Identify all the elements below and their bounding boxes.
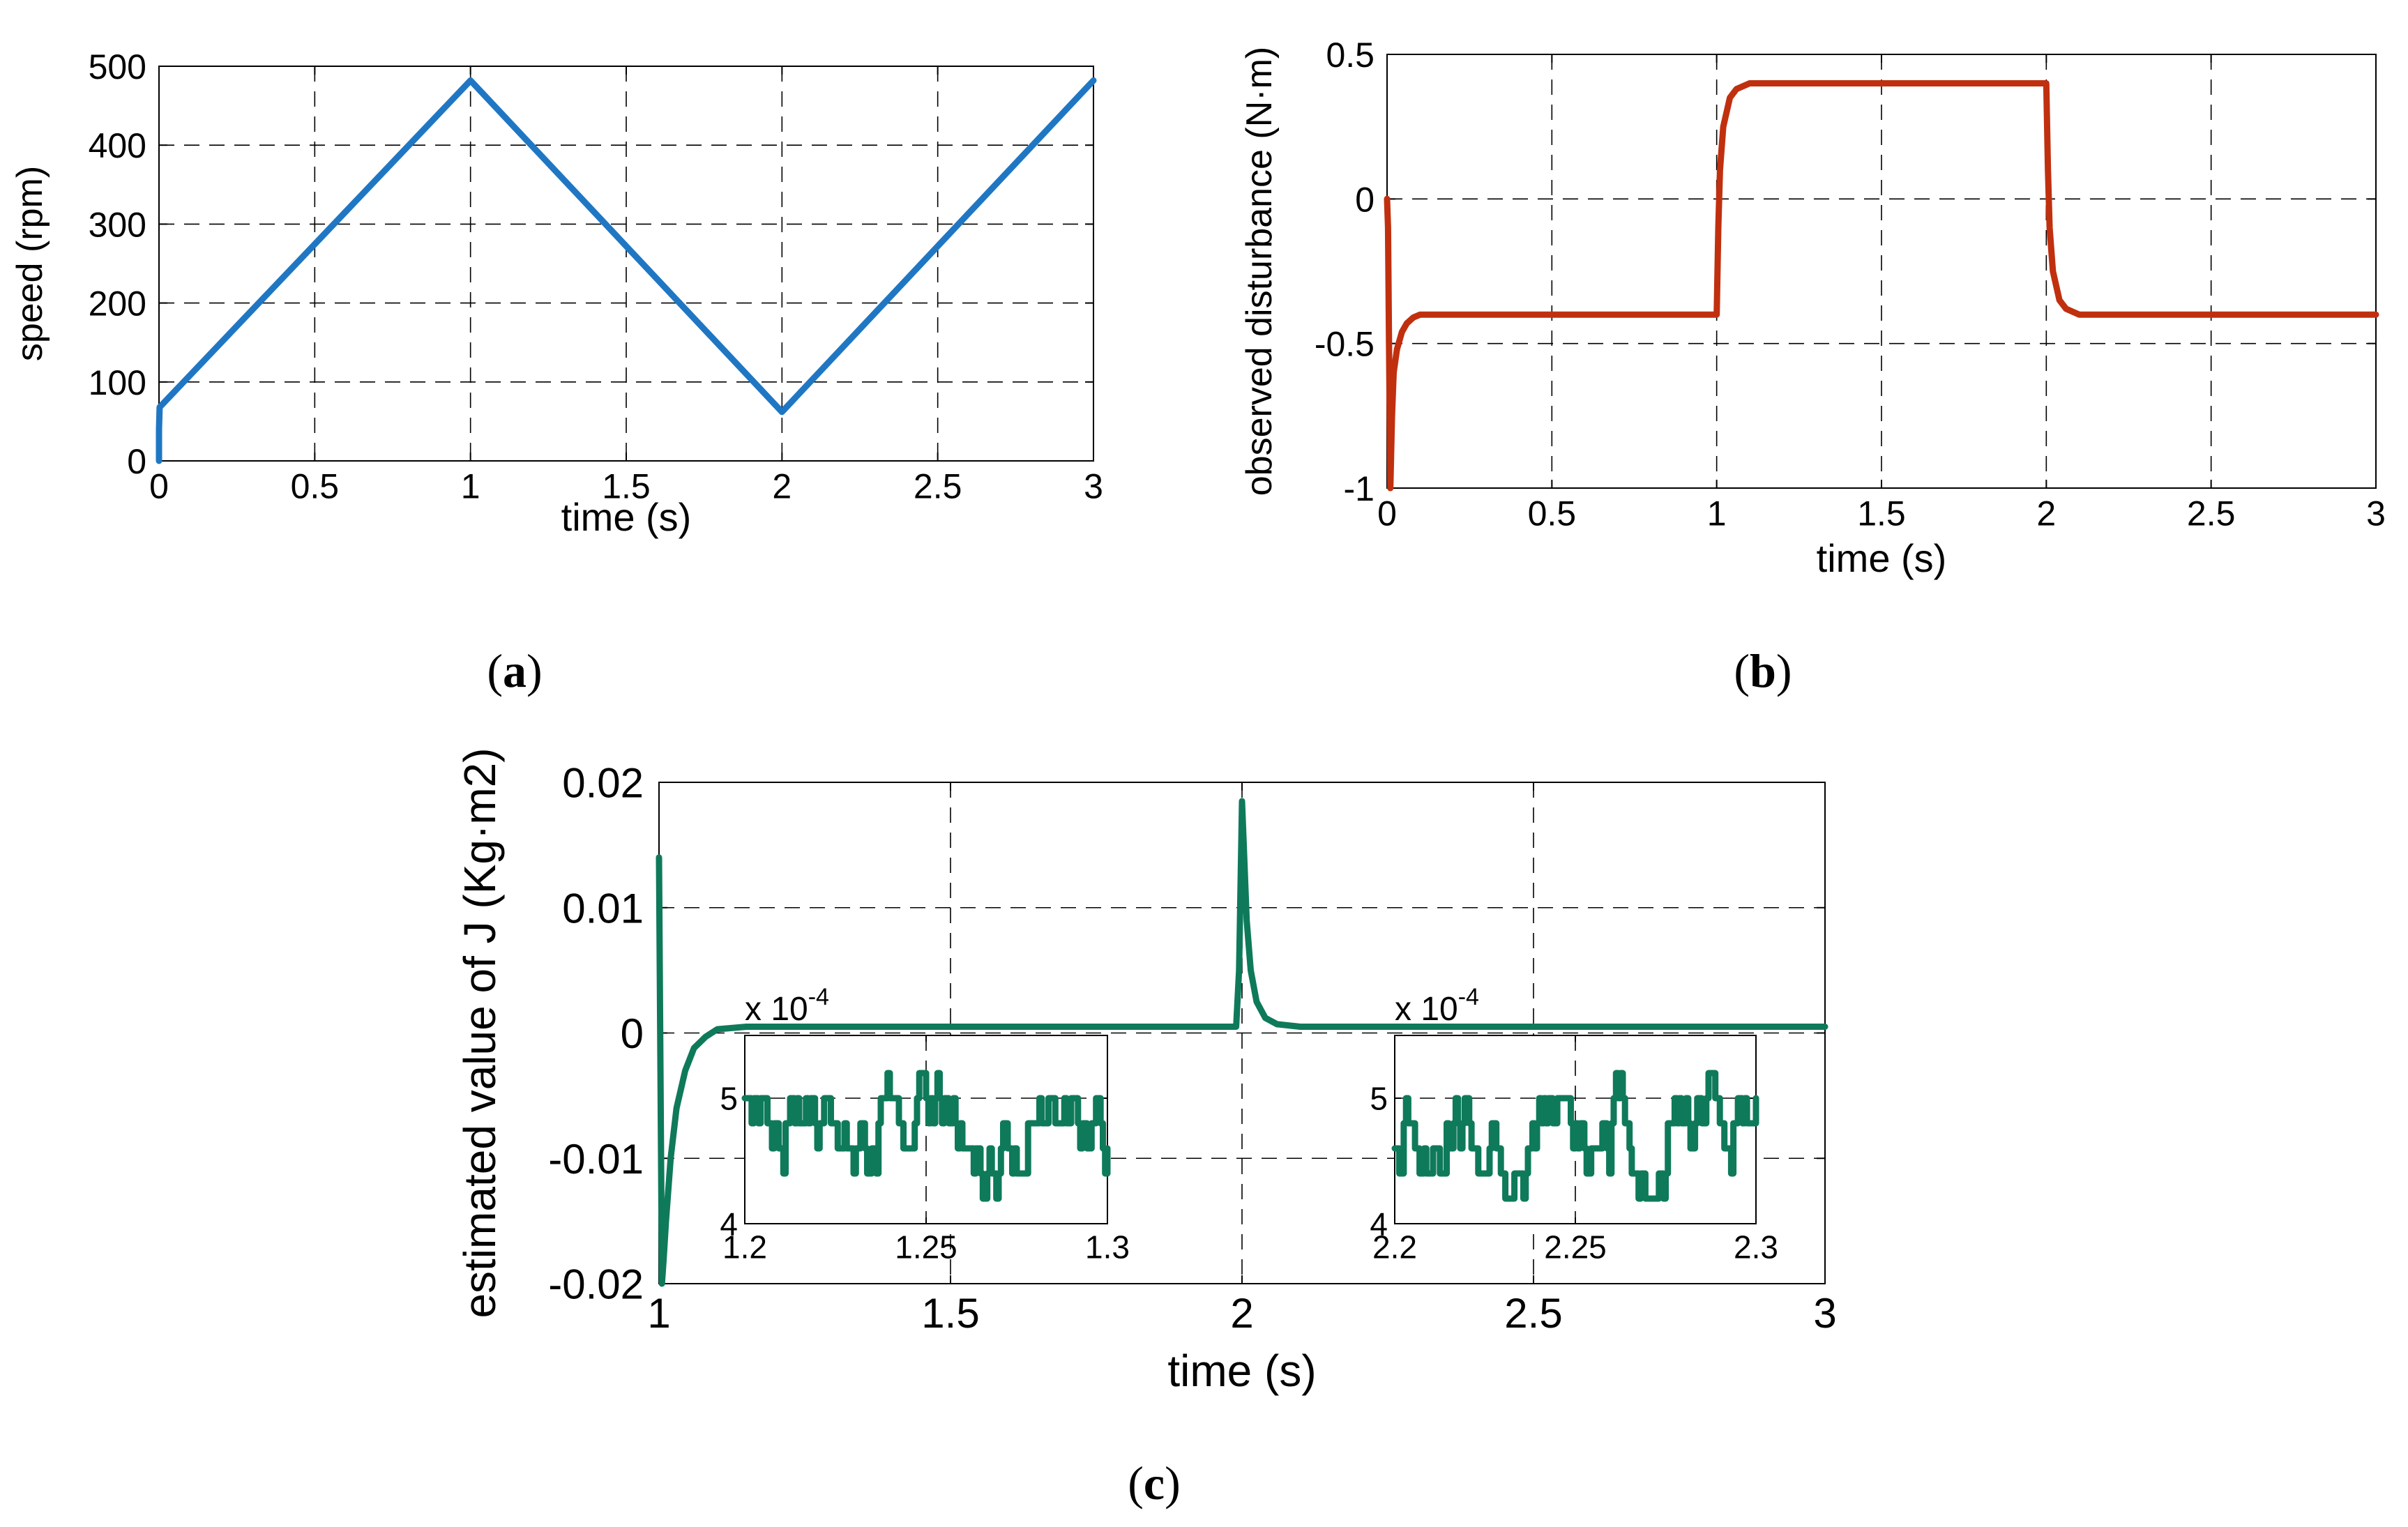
chart-c-xtick-label: 3: [1813, 1290, 1836, 1337]
chart-a-ytick-label: 0: [127, 442, 146, 481]
chart-c-inset-1-xtick-label: 1.25: [895, 1229, 957, 1266]
chart-c-inset-1-ytick-label: 5: [720, 1081, 738, 1117]
chart-c-ytick-label: -0.02: [548, 1261, 644, 1308]
chart-c-ytick-label: 0.02: [562, 760, 644, 807]
chart-a-ytick-label: 200: [89, 284, 146, 324]
chart-c-xtick-label: 1.5: [921, 1290, 979, 1337]
chart-c-inset-1-exponent-label: x 10-4: [745, 984, 829, 1028]
chart-a-xtick-label: 0.5: [291, 467, 340, 506]
chart-b-axes: 0 0.5 1 1.5 2 2.5 3 -1 -0.5 0 0.5 time (s) observed …: [1239, 36, 2386, 697]
chart-c-inset-1-axes: 1.2 1.25 1.3 4 5 x 10-4: [720, 984, 1130, 1266]
chart-a-axes: 0 0.5 1 1.5 2 2.5 3 0 100 200 300 400 500 time (s) spe…: [10, 47, 1103, 697]
chart-b-xtick-label: 0: [1377, 494, 1397, 533]
chart-c-series-line: [656, 798, 1828, 1287]
chart-c-inset-1-xtick-label: 1.2: [722, 1229, 767, 1266]
chart-a-xtick-label: 2.5: [914, 467, 962, 506]
chart-a-ytick-label: 500: [89, 47, 146, 86]
chart-b-ylabel: observed disturbance (N·m): [1239, 47, 1280, 496]
chart-a-ytick-label: 300: [89, 205, 146, 244]
chart-b-ytick-label: -1: [1344, 469, 1375, 508]
chart-a-caption: (a): [487, 644, 542, 697]
chart-c-xtick-label: 2.5: [1504, 1290, 1562, 1337]
chart-c-inset-2-ytick-label: 5: [1370, 1081, 1388, 1117]
chart-c-inset-2-xtick-label: 2.25: [1544, 1229, 1607, 1266]
chart-a-xtick-label: 3: [1084, 467, 1103, 506]
chart-b-ytick-label: 0: [1355, 180, 1375, 219]
chart-b-series-line: [1384, 80, 2379, 492]
chart-a-ytick-label: 100: [89, 363, 146, 402]
chart-b-xtick-label: 1.5: [1857, 494, 1906, 533]
chart-b-caption: (b): [1734, 644, 1792, 697]
chart-c-inset-2-exponent-label: x 10-4: [1395, 984, 1479, 1028]
chart-a-series-line: [156, 77, 1097, 464]
chart-c-inset-1-ytick-label: 4: [720, 1206, 738, 1243]
chart-a-ylabel: speed (rpm): [10, 166, 50, 361]
chart-c-xlabel: time (s): [1167, 1346, 1316, 1396]
chart-c-inset-2-series-line: [1391, 1070, 1759, 1202]
chart-a-xtick-label: 1.5: [602, 467, 651, 506]
chart-c-inset-2-ytick-label: 4: [1370, 1206, 1388, 1243]
chart-b-xtick-label: 2.5: [2187, 494, 2236, 533]
chart-a-xtick-label: 0: [149, 467, 169, 506]
chart-b-xtick-label: 1: [1707, 494, 1727, 533]
chart-c-inset-2-xtick-label: 2.3: [1734, 1229, 1778, 1266]
chart-c-xtick-label: 1: [647, 1290, 670, 1337]
chart-b-xlabel: time (s): [1817, 536, 1947, 580]
chart-b-xtick-label: 2: [2036, 494, 2056, 533]
chart-c-inset-2-axes: 2.2 2.25 2.3 4 5 x 10-4: [1370, 984, 1778, 1266]
chart-c-ytick-label: -0.01: [548, 1136, 644, 1183]
chart-a-xtick-label: 2: [772, 467, 792, 506]
chart-b-xtick-label: 0.5: [1528, 494, 1577, 533]
chart-a-xtick-label: 1: [461, 467, 480, 506]
chart-b-ytick-label: -0.5: [1315, 325, 1375, 364]
chart-c-caption: (c): [1128, 1457, 1181, 1510]
chart-a-ytick-label: 400: [89, 126, 146, 165]
chart-c-inset-1-xtick-label: 1.3: [1085, 1229, 1130, 1266]
chart-c-inset-1-series-line: [741, 1070, 1111, 1202]
chart-b-ytick-label: 0.5: [1326, 36, 1375, 75]
chart-c-ytick-label: 0: [621, 1010, 644, 1057]
chart-b-xtick-label: 3: [2366, 494, 2386, 533]
chart-c-inset-2-xtick-label: 2.2: [1372, 1229, 1417, 1266]
chart-a-xlabel: time (s): [561, 495, 692, 539]
chart-c-axes: 1 1.5 2 2.5 3 -0.02 -0.01 0 0.01 0.02 time (s) esti…: [455, 747, 1837, 1510]
chart-c-xtick-label: 2: [1230, 1290, 1253, 1337]
chart-c-ylabel: estimated value of J (Kg·m2): [455, 747, 505, 1318]
chart-c-ytick-label: 0.01: [562, 885, 644, 932]
